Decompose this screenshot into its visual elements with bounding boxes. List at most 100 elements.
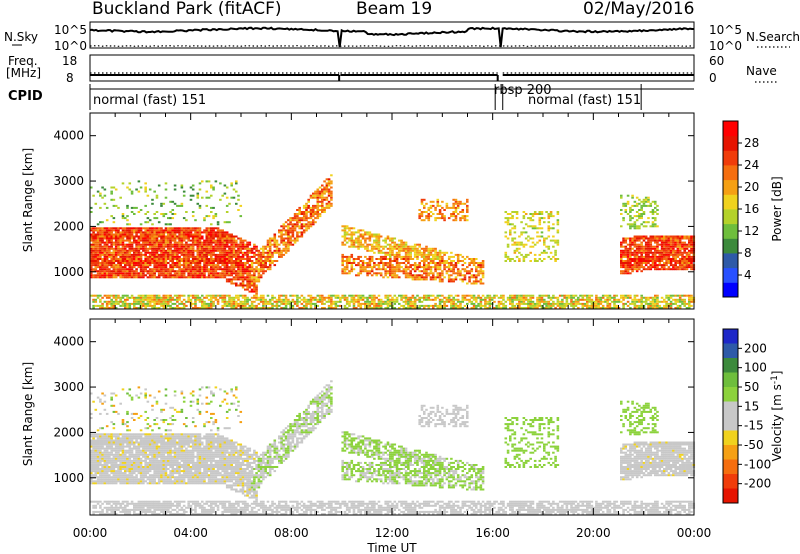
heatmap-cell <box>187 233 190 236</box>
heatmap-cell <box>110 251 113 254</box>
heatmap-cell <box>613 307 616 309</box>
heatmap-cell <box>432 274 435 277</box>
heatmap-cell <box>402 300 406 303</box>
heatmap-cell <box>352 268 356 271</box>
heatmap-cell <box>341 258 344 260</box>
heatmap-cell <box>293 237 297 240</box>
heatmap-cell <box>556 219 560 222</box>
heatmap-cell <box>420 260 424 262</box>
heatmap-cell <box>461 296 465 299</box>
heatmap-cell <box>167 258 170 260</box>
heatmap-cell <box>105 251 109 254</box>
heatmap-cell <box>255 280 258 283</box>
heatmap-cell <box>264 298 267 301</box>
heatmap-cell <box>509 260 512 262</box>
heatmap-cell <box>210 302 213 305</box>
heatmap-cell <box>239 262 243 264</box>
heatmap-cell <box>117 294 120 297</box>
heatmap-cell <box>164 253 168 256</box>
heatmap-cell <box>103 251 107 254</box>
heatmap-cell <box>139 260 143 262</box>
heatmap-cell <box>164 227 168 230</box>
heatmap-cell <box>459 253 462 256</box>
heatmap-cell <box>110 253 113 256</box>
heatmap-cell <box>588 298 591 301</box>
heatmap-cell <box>126 264 129 267</box>
heatmap-cell <box>90 249 93 252</box>
heatmap-cell <box>350 239 354 242</box>
heatmap-cell <box>348 302 351 305</box>
heatmap-cell <box>239 241 243 244</box>
heatmap-cell <box>96 296 100 299</box>
heatmap-cell <box>289 304 292 307</box>
heatmap-cell <box>373 247 376 250</box>
heatmap-cell <box>167 268 170 271</box>
heatmap-cell <box>461 202 465 205</box>
heatmap-cell <box>176 241 179 244</box>
heatmap-cell <box>461 307 465 309</box>
heatmap-cell <box>253 282 256 285</box>
heatmap-cell <box>90 255 93 258</box>
heatmap-cell <box>103 241 107 244</box>
heatmap-cell <box>441 213 444 215</box>
heatmap-cell <box>522 258 526 260</box>
heatmap-cell <box>210 223 213 226</box>
heatmap-cell <box>651 209 655 211</box>
heatmap-cell <box>361 264 365 267</box>
heatmap-cell <box>101 262 104 264</box>
heatmap-cell <box>99 307 102 309</box>
heatmap-cell <box>409 266 412 269</box>
heatmap-cell <box>364 302 367 305</box>
heatmap-cell <box>644 253 648 256</box>
heatmap-cell <box>221 241 224 244</box>
heatmap-cell <box>133 302 136 305</box>
heatmap-cell <box>330 304 333 307</box>
heatmap-cell <box>182 243 186 246</box>
heatmap-cell <box>549 213 553 215</box>
heatmap-cell <box>103 202 107 205</box>
heatmap-cell <box>214 233 218 236</box>
heatmap-cell <box>389 298 392 301</box>
heatmap-cell <box>624 202 628 205</box>
heatmap-cell <box>411 268 415 271</box>
heatmap-cell <box>210 184 213 187</box>
heatmap-cell <box>368 270 372 273</box>
heatmap-cell <box>656 243 659 246</box>
heatmap-cell <box>642 245 646 248</box>
heatmap-cell <box>287 298 290 301</box>
heatmap-cell <box>173 302 177 305</box>
heatmap-cell <box>216 255 220 258</box>
heatmap-cell <box>601 307 605 309</box>
heatmap-cell <box>511 304 514 307</box>
heatmap-cell <box>103 245 107 248</box>
heatmap-cell <box>205 262 209 264</box>
heatmap-cell <box>656 294 659 297</box>
heatmap-cell <box>325 206 329 209</box>
heatmap-cell <box>466 302 469 305</box>
heatmap-cell <box>316 300 320 303</box>
heatmap-cell <box>427 213 431 215</box>
heatmap-cell <box>241 284 245 287</box>
heatmap-cell <box>635 215 639 218</box>
heatmap-cell <box>284 307 288 309</box>
heatmap-cell <box>389 262 392 264</box>
heatmap-cell <box>533 211 537 213</box>
heatmap-cell <box>219 241 222 244</box>
heatmap-cell <box>640 258 643 260</box>
heatmap-cell <box>549 211 553 213</box>
heatmap-cell <box>463 258 467 260</box>
heatmap-cell <box>244 304 247 307</box>
heatmap-cell <box>126 253 129 256</box>
heatmap-cell <box>665 245 668 248</box>
heatmap-cell <box>633 266 637 269</box>
heatmap-cell <box>364 245 367 248</box>
heatmap-cell <box>142 241 145 244</box>
heatmap-cell <box>447 258 451 260</box>
heatmap-cell <box>345 237 349 240</box>
heatmap-cell <box>185 260 188 262</box>
heatmap-cell <box>339 304 342 307</box>
heatmap-cell <box>468 264 471 267</box>
heatmap-cell <box>160 237 163 240</box>
heatmap-cell <box>219 294 222 297</box>
heatmap-cell <box>447 298 451 301</box>
